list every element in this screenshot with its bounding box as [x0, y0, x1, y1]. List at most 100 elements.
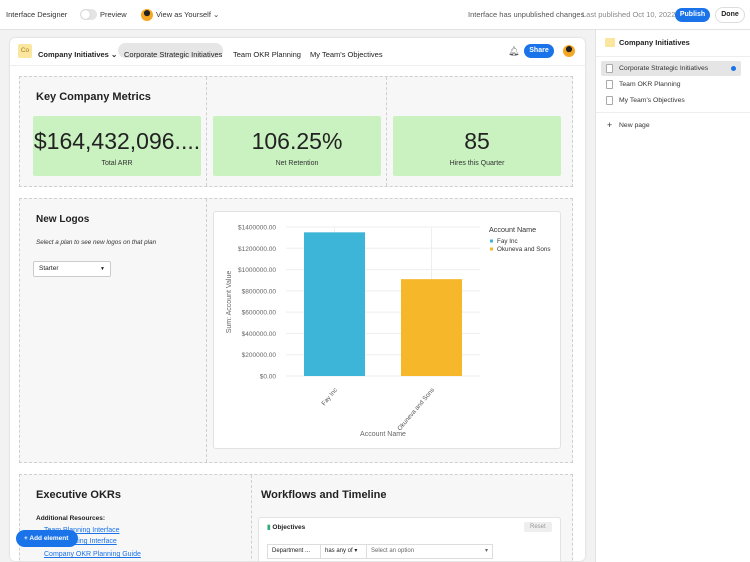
new-page-button[interactable]: + New page [601, 118, 741, 133]
app-menu[interactable]: Company Initiatives ⌄ [38, 50, 117, 59]
bar-okuneva-and-sons [401, 279, 462, 376]
metric-net-retention: 106.25% Net Retention [213, 116, 381, 176]
app-name: Company Initiatives [38, 50, 109, 59]
sidebar-title: Company Initiatives [619, 38, 690, 47]
y-tick-label: $1200000.00 [238, 246, 276, 253]
app-icon [605, 38, 615, 47]
sidebar-page-corporate-strategic-initiatives[interactable]: Corporate Strategic Initiatives [601, 61, 741, 76]
reset-button[interactable]: Reset [524, 522, 552, 532]
metric-value: 106.25% [251, 128, 343, 154]
objectives-label: Objectives [272, 524, 306, 531]
filter-value-label: Select an option [371, 548, 415, 554]
y-tick-label: $1400000.00 [238, 225, 276, 232]
view-as-dropdown[interactable]: View as Yourself ⌄ [156, 10, 219, 19]
y-tick-label: $400000.00 [242, 331, 277, 338]
new-logos-section[interactable]: New Logos Select a plan to see new logos… [19, 198, 573, 463]
section-title: Executive OKRs [36, 489, 121, 501]
user-avatar-icon[interactable] [563, 45, 575, 57]
y-axis-label: Sum: Account Value [226, 271, 233, 334]
pages-sidebar: Company Initiatives Corporate Strategic … [595, 30, 750, 562]
preview-toggle[interactable] [80, 9, 97, 20]
column-divider [251, 475, 252, 561]
tab-team-okr-planning[interactable]: Team OKR Planning [233, 50, 301, 59]
column-divider [386, 77, 387, 186]
bell-icon[interactable]: 🔔︎ [508, 46, 520, 56]
legend-title: Account Name [489, 225, 536, 234]
resource-link[interactable]: Company OKR Planning Guide [44, 551, 141, 558]
preview-label: Preview [100, 10, 127, 19]
unpublished-status: Interface has unpublished changes [468, 10, 585, 19]
page-label: My Team's Objectives [619, 97, 685, 104]
publish-button[interactable]: Publish [675, 8, 710, 22]
plus-icon: + [24, 535, 28, 542]
divider [596, 56, 750, 57]
page-icon [606, 64, 613, 73]
metric-hires: 85 Hires this Quarter [393, 116, 561, 176]
y-tick-label: $600000.00 [242, 310, 277, 317]
sidebar-page-my-teams-objectives[interactable]: My Team's Objectives [601, 93, 741, 108]
page-label: Team OKR Planning [619, 81, 681, 88]
sidebar-page-team-okr-planning[interactable]: Team OKR Planning [601, 77, 741, 92]
resources-label: Additional Resources: [36, 515, 105, 522]
tab-active-bg [118, 43, 223, 58]
app-title: Interface Designer [6, 10, 68, 19]
chevron-down-icon: ▼ [100, 266, 105, 272]
divider [10, 65, 585, 66]
y-tick-label: $200000.00 [242, 352, 277, 359]
filter-field[interactable]: Department ... [268, 545, 321, 558]
objectives-table: ▮ Objectives Reset Department ... has an… [258, 517, 561, 561]
top-bar: Interface Designer Preview View as Yours… [0, 0, 750, 30]
plan-select[interactable]: Starter ▼ [33, 261, 111, 277]
column-divider [206, 199, 207, 462]
new-page-label: New page [619, 122, 650, 129]
x-tick-label: Fay Inc [320, 387, 339, 407]
okr-section[interactable]: Executive OKRs Additional Resources: Tea… [19, 474, 573, 561]
section-title: Workflows and Timeline [261, 489, 387, 501]
x-tick-label: Okuneva and Sons [396, 387, 436, 433]
chevron-down-icon: ▾ [484, 548, 488, 554]
metric-label: Total ARR [101, 160, 133, 167]
filter-value-select[interactable]: Select an option ▾ [367, 545, 492, 558]
section-title: New Logos [36, 214, 90, 225]
tab-corporate-strategic-initiatives[interactable]: Corporate Strategic Initiatives [124, 50, 223, 59]
legend-swatch [490, 239, 493, 243]
metric-value: $164,432,096.... [33, 128, 201, 154]
interface-canvas: Co Company Initiatives ⌄ Corporate Strat… [10, 38, 585, 561]
share-button[interactable]: Share [524, 44, 554, 58]
divider [596, 112, 750, 113]
filter-operator[interactable]: has any of ▾ [321, 545, 367, 558]
plan-select-value: Starter [39, 265, 59, 272]
tab-my-teams-objectives[interactable]: My Team's Objectives [310, 50, 383, 59]
metric-label: Hires this Quarter [449, 160, 505, 167]
column-divider [206, 77, 207, 186]
user-avatar-icon [141, 9, 153, 21]
resource-link[interactable]: OKR Tracking Interface [44, 538, 117, 545]
plus-icon: + [607, 120, 613, 130]
chart-card: $0.00 $200000.00 $400000.00 $600000.00 $8000… [213, 211, 561, 449]
page-icon [606, 96, 613, 105]
metric-value: 85 [464, 128, 490, 154]
page-label: Corporate Strategic Initiatives [619, 65, 709, 72]
add-element-label: Add element [29, 535, 69, 542]
legend-swatch [490, 247, 493, 251]
chart-icon: ▮ [267, 524, 271, 531]
chevron-down-icon: ⌄ [110, 50, 118, 59]
legend-item: Fay Inc [497, 238, 518, 245]
legend-item: Okuneva and Sons [497, 246, 551, 253]
objectives-title: ▮ Objectives [267, 523, 305, 531]
app-badge: Co [18, 44, 32, 58]
last-published: Last published Oct 10, 2022 [582, 10, 676, 19]
filter-operator-label: has any of [325, 548, 353, 554]
resource-link[interactable]: Team Planning Interface [44, 527, 120, 534]
done-button[interactable]: Done [715, 7, 745, 23]
add-element-button[interactable]: + Add element [16, 530, 78, 547]
section-title: Key Company Metrics [36, 91, 151, 103]
unpublished-dot-icon [731, 66, 736, 71]
y-tick-label: $800000.00 [242, 288, 277, 295]
filter-hint: Select a plan to see new logos on that p… [36, 239, 157, 246]
key-metrics-section[interactable]: Key Company Metrics $164,432,096.... Tota… [19, 76, 573, 187]
metric-label: Net Retention [275, 160, 319, 167]
bar-fay-inc [304, 232, 365, 376]
page-icon [606, 80, 613, 89]
view-as-label: View as Yourself [156, 10, 211, 19]
